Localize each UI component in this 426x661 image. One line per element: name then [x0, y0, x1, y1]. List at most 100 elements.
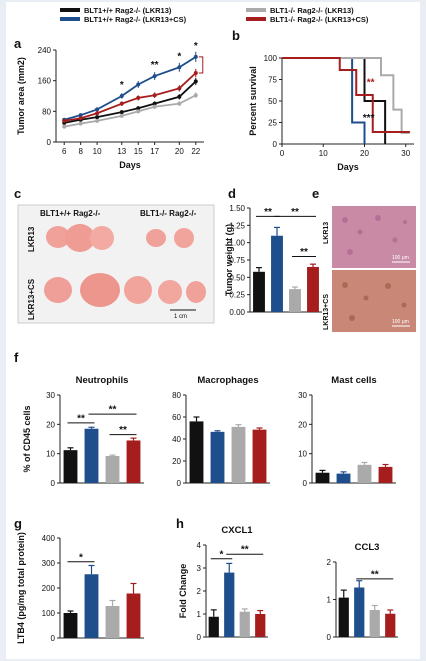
data-point — [95, 111, 100, 116]
y-tick-label: 0 — [177, 479, 182, 488]
legend: BLT1+/+ Rag2-/- (LKR13) BLT1+/+ Rag2-/- … — [60, 6, 369, 24]
y-tick-label: 20 — [298, 420, 307, 429]
nucleus — [357, 229, 363, 235]
tumor — [46, 226, 70, 248]
data-point — [177, 86, 182, 91]
y-tick-label: 1 — [327, 596, 332, 605]
bar — [63, 613, 78, 638]
tumor — [90, 226, 114, 250]
data-point — [152, 93, 157, 98]
nucleus — [363, 295, 369, 301]
data-point — [152, 74, 157, 79]
y-tick-label: 160 — [38, 77, 52, 86]
tumor — [44, 277, 72, 303]
significance-marker: ** — [264, 207, 272, 218]
x-axis-label: Days — [119, 160, 141, 170]
panel-label-h: h — [176, 516, 184, 531]
histology-image-lkr13 — [332, 206, 416, 268]
data-point — [177, 94, 182, 99]
y-tick-label: 4 — [197, 541, 202, 550]
data-point — [95, 107, 100, 112]
bar — [315, 472, 330, 483]
y-tick-label: 100 — [42, 609, 56, 618]
data-point — [136, 82, 141, 87]
tumor — [65, 224, 95, 252]
bar — [84, 574, 99, 638]
y-tick-label: 0 — [303, 479, 308, 488]
significance-marker: * — [194, 41, 198, 52]
x-tick-label: 6 — [62, 147, 67, 156]
bar — [253, 271, 265, 312]
data-point — [78, 116, 83, 121]
legend-swatch-red — [246, 17, 266, 21]
y-tick-label: 400 — [42, 534, 56, 543]
x-tick-label: 10 — [319, 149, 328, 158]
panel-label-d: d — [228, 186, 236, 201]
x-tick-label: 22 — [191, 147, 200, 156]
photo-col2-label: BLT1-/- Rag2-/- — [140, 209, 197, 218]
y-axis-label: Percent survival — [248, 66, 258, 136]
tumor — [186, 281, 206, 303]
data-point — [119, 101, 124, 106]
bar — [105, 456, 120, 483]
legend-label-4: BLT1-/- Rag2-/- (LKR13+CS) — [270, 15, 369, 24]
data-point — [152, 101, 157, 106]
legend-swatch-black — [60, 8, 80, 12]
histology-texture — [342, 215, 407, 255]
y-tick-label: 0.25 — [229, 291, 245, 300]
chart-d-tumor-weight: 0.00 0.25 0.50 0.75 1.00 1.25 1.50 Tumor weight… — [224, 204, 322, 317]
bar — [239, 611, 250, 637]
legend-label-3: BLT1-/- Rag2-/- (LKR13) — [270, 6, 354, 15]
significance-marker: * — [177, 51, 181, 62]
significance-marker: ** — [371, 569, 379, 580]
nucleus — [375, 215, 381, 221]
series-line — [64, 94, 197, 128]
histology-panel: LKR13 LKR13+CS 100 µm 100 µm — [323, 206, 416, 332]
photo-row2-label: LKR13+CS — [27, 278, 36, 320]
y-tick-label: 10 — [298, 450, 307, 459]
y-tick-label: 1 — [197, 610, 202, 619]
chart-a-tumor-area: 0 80 160 240 6 8 10 13 15 17 20 22 Days Tumor area (m… — [16, 41, 204, 170]
x-axis-label: Days — [337, 162, 359, 172]
tumor — [124, 276, 152, 304]
y-tick-label: 200 — [42, 584, 56, 593]
x-tick-label: 30 — [401, 149, 410, 158]
y-tick-label: 10 — [46, 450, 55, 459]
nucleus — [392, 237, 398, 243]
y-tick-label: 30 — [298, 391, 307, 400]
y-tick-label: 20 — [46, 420, 55, 429]
histology-texture-2 — [342, 282, 407, 321]
y-axis-label: Fold Change — [178, 564, 188, 619]
photo-background — [17, 204, 215, 324]
bar — [208, 616, 219, 637]
y-tick-label: 0 — [197, 633, 202, 642]
series-line — [64, 72, 197, 122]
bar — [271, 235, 283, 312]
data-point — [62, 118, 67, 123]
survival-curve — [282, 57, 410, 133]
chart-f-macrophages: 0 20 40 60 80 Macrophages — [172, 375, 270, 488]
data-point — [119, 113, 124, 118]
data-point — [152, 104, 157, 109]
y-tick-label: 300 — [42, 559, 56, 568]
tumor — [146, 229, 166, 247]
chart-title: CCL3 — [355, 542, 380, 553]
y-tick-label: 20 — [172, 457, 181, 466]
significance-marker: ** — [77, 413, 85, 424]
x-tick-label: 15 — [134, 147, 143, 156]
nucleus — [401, 302, 407, 308]
nucleus — [342, 217, 348, 223]
panel-label-g: g — [14, 516, 22, 531]
significance-marker: ** — [151, 60, 159, 71]
data-point — [136, 109, 141, 114]
bar — [369, 610, 380, 637]
y-tick-label: 50 — [268, 97, 277, 106]
data-point — [177, 101, 182, 106]
bar — [289, 289, 301, 312]
significance-marker: * — [220, 549, 224, 560]
series-line — [64, 80, 197, 124]
bar — [354, 587, 365, 637]
